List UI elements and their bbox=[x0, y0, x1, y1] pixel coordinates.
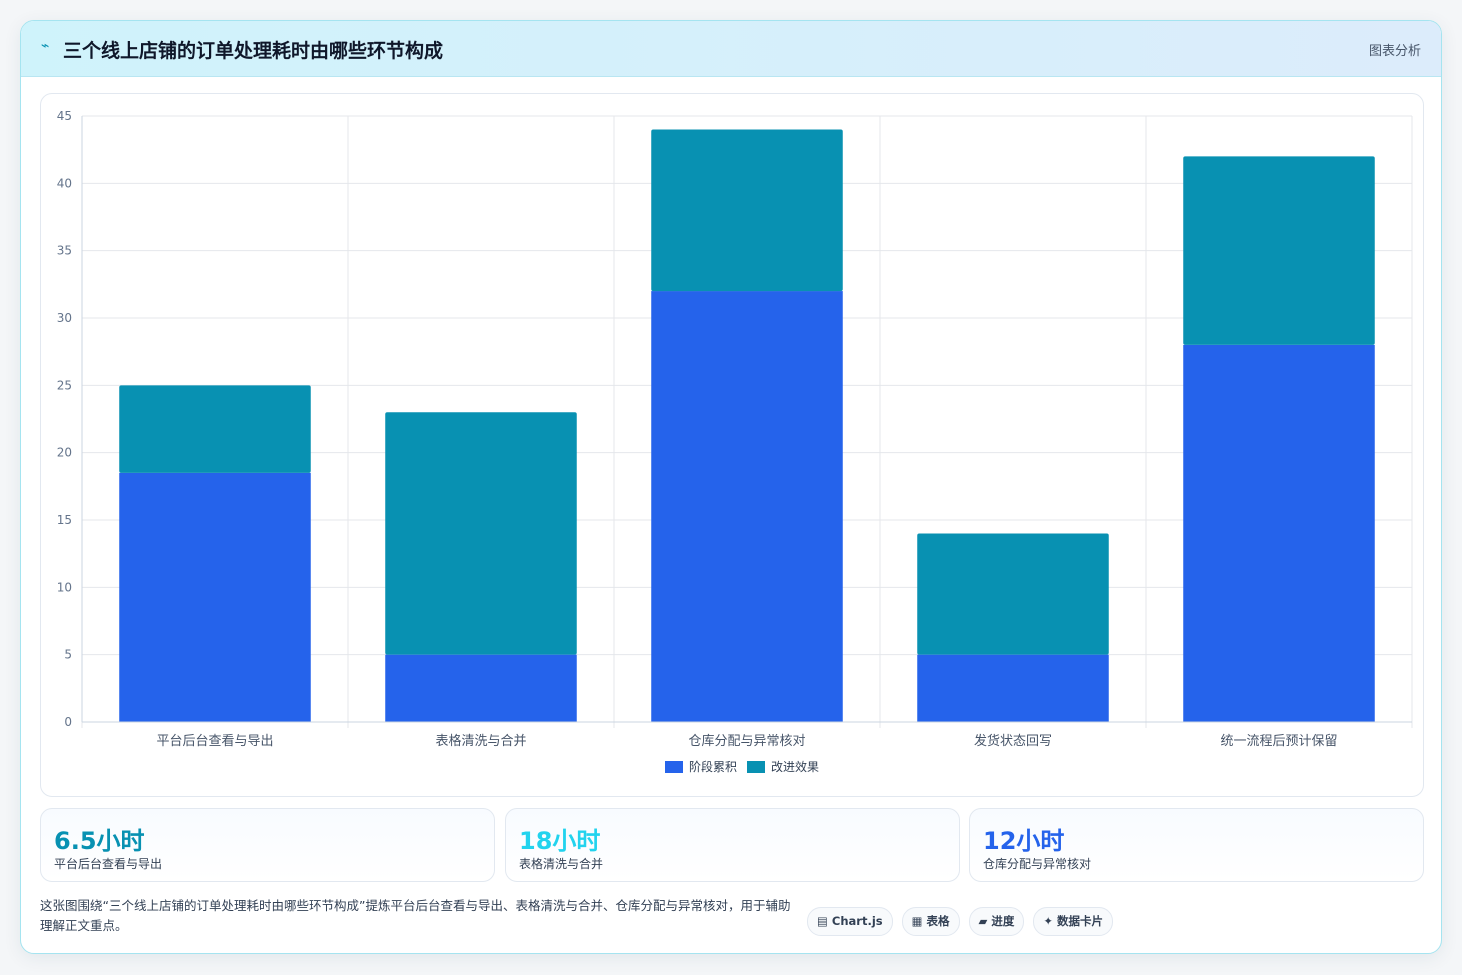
chip-label: 表格 bbox=[926, 914, 950, 928]
page-title: 三个线上店铺的订单处理耗时由哪些环节构成 bbox=[63, 40, 444, 62]
bar-improve[interactable] bbox=[119, 385, 311, 473]
chip-progress[interactable]: ▰ 进度 bbox=[968, 907, 1025, 936]
chart-panel: 0 5 10 15 20 25 30 35 40 45 平台后台查看与导出 表格清洗与合并 仓库分配与异… bbox=[40, 93, 1424, 797]
chip-table[interactable]: ▦ 表格 bbox=[901, 907, 960, 936]
chip-label: 进度 bbox=[991, 914, 1015, 928]
chip-chartjs[interactable]: ▤ Chart.js bbox=[807, 907, 893, 936]
x-tick-label: 统一流程后预计保留 bbox=[1220, 734, 1337, 749]
legend-swatch bbox=[747, 761, 765, 773]
card-header: ⌁ 三个线上店铺的订单处理耗时由哪些环节构成 图表分析 bbox=[21, 21, 1441, 77]
y-tick-label: 0 bbox=[64, 715, 72, 729]
y-tick-label: 30 bbox=[57, 311, 72, 325]
bar-stage[interactable] bbox=[1183, 344, 1375, 722]
y-tick-label: 40 bbox=[57, 176, 72, 190]
bar-stage[interactable] bbox=[119, 472, 311, 722]
y-tick-label: 20 bbox=[57, 446, 72, 460]
chart-icon: ▤ bbox=[817, 914, 828, 928]
y-tick-label: 45 bbox=[57, 109, 72, 123]
x-tick-label: 表格清洗与合并 bbox=[435, 733, 526, 749]
progress-icon: ▰ bbox=[978, 914, 988, 928]
y-tick-label: 15 bbox=[57, 513, 72, 527]
chart-card: ⌁ 三个线上店铺的订单处理耗时由哪些环节构成 图表分析 0 5 10 15 20 25 30… bbox=[20, 20, 1442, 954]
sparkle-icon: ✦ bbox=[1043, 914, 1054, 928]
stat-card-3: 12小时 仓库分配与异常核对 bbox=[969, 808, 1424, 882]
chip-list: ▤ Chart.js ▦ 表格 ▰ 进度 ✦ 数据卡片 bbox=[807, 907, 1114, 936]
stat-label: 表格清洗与合并 bbox=[519, 857, 604, 871]
legend-label: 改进效果 bbox=[771, 759, 819, 774]
legend-swatch bbox=[665, 761, 683, 773]
y-tick-label: 5 bbox=[64, 648, 72, 662]
chip-label: Chart.js bbox=[831, 914, 883, 928]
stacked-bar-chart: 0 5 10 15 20 25 30 35 40 45 平台后台查看与导出 表格清洗与合并 仓库分配与异… bbox=[57, 109, 1413, 774]
stat-value: 12小时 bbox=[983, 827, 1065, 855]
chip-label: 数据卡片 bbox=[1057, 914, 1104, 928]
x-tick-label: 平台后台查看与导出 bbox=[156, 733, 273, 749]
summary-text: 这张图围绕“三个线上店铺的订单处理耗时由哪些环节构成”提炼平台后台查看与导出、表… bbox=[40, 898, 791, 933]
bar-stage[interactable] bbox=[385, 654, 577, 722]
stat-label: 平台后台查看与导出 bbox=[54, 857, 163, 871]
stat-card-2: 18小时 表格清洗与合并 bbox=[505, 808, 960, 882]
stat-value: 18小时 bbox=[519, 827, 601, 855]
stat-value: 6.5小时 bbox=[54, 827, 145, 855]
y-tick-label: 35 bbox=[57, 244, 72, 258]
chart-analysis-tag: 图表分析 bbox=[1368, 44, 1421, 59]
chart-icon: ⌁ bbox=[41, 38, 50, 54]
chip-data-card[interactable]: ✦ 数据卡片 bbox=[1033, 907, 1114, 936]
x-tick-label: 仓库分配与异常核对 bbox=[688, 733, 805, 749]
bar-stage[interactable] bbox=[917, 654, 1109, 722]
stat-card-1: 6.5小时 平台后台查看与导出 bbox=[40, 808, 495, 882]
legend-label: 阶段累积 bbox=[689, 759, 737, 774]
bar-improve[interactable] bbox=[1183, 156, 1375, 345]
table-icon: ▦ bbox=[911, 914, 923, 928]
y-tick-label: 25 bbox=[57, 378, 72, 392]
bar-improve[interactable] bbox=[917, 533, 1109, 655]
bar-stage[interactable] bbox=[651, 291, 843, 722]
bar-improve[interactable] bbox=[385, 412, 577, 655]
x-tick-label: 发货状态回写 bbox=[974, 733, 1052, 749]
stat-label: 仓库分配与异常核对 bbox=[983, 857, 1092, 871]
bar-improve[interactable] bbox=[651, 129, 843, 292]
y-tick-label: 10 bbox=[57, 580, 72, 594]
